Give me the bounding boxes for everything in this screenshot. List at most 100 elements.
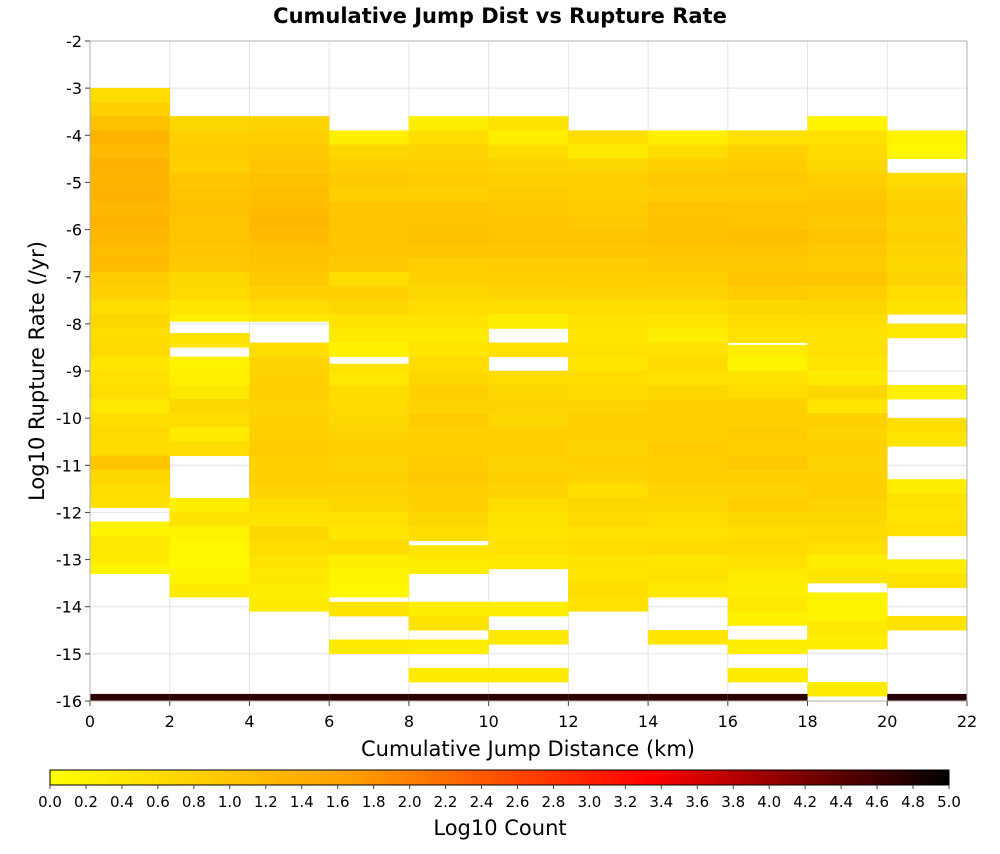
- heatmap-cell: [727, 483, 808, 499]
- heatmap-cell: [568, 271, 649, 287]
- colorbar-tick-label: 1.0: [218, 793, 242, 811]
- y-tick-label: -15: [56, 645, 82, 664]
- heatmap-cell: [647, 582, 729, 598]
- heatmap-cell: [249, 441, 330, 457]
- heatmap-cell: [488, 300, 569, 315]
- heatmap-cell: [727, 667, 808, 683]
- x-tick-label: 2: [165, 712, 175, 731]
- heatmap-cell: [647, 172, 729, 188]
- heatmap-cell: [647, 215, 729, 230]
- heatmap-cell: [89, 130, 170, 145]
- heatmap-cell: [408, 559, 489, 574]
- heatmap-cell: [727, 257, 808, 273]
- heatmap-cell: [169, 384, 250, 400]
- x-tick-label: 20: [877, 712, 897, 731]
- heatmap-cell: [647, 483, 729, 499]
- heatmap-cell: [488, 384, 569, 400]
- heatmap-cell: [727, 300, 808, 315]
- heatmap-cell: [169, 229, 250, 244]
- heatmap-cell: [807, 158, 888, 174]
- heatmap-cell: [727, 201, 808, 216]
- heatmap-cell: [727, 568, 808, 584]
- heatmap-cell: [408, 201, 489, 216]
- heatmap-cell: [328, 201, 410, 216]
- heatmap-cell: [488, 271, 569, 287]
- heatmap-cell: [887, 215, 968, 230]
- heatmap-cell: [488, 186, 569, 202]
- heatmap-cell: [807, 469, 888, 485]
- y-tick-label: -10: [56, 409, 82, 428]
- heatmap-cell: [647, 328, 729, 343]
- heatmap-cell: [169, 271, 250, 287]
- heatmap-cell: [488, 601, 569, 617]
- heatmap-cell: [568, 554, 649, 570]
- heatmap-cell: [249, 427, 330, 442]
- heatmap-cell: [807, 285, 888, 301]
- heatmap-cell: [807, 243, 888, 259]
- heatmap-cell: [887, 229, 968, 244]
- colorbar-tick-label: 2.8: [542, 793, 566, 811]
- heatmap-cell: [249, 413, 330, 428]
- colorbar-label: Log10 Count: [433, 816, 566, 840]
- heatmap-cell: [727, 399, 808, 414]
- colorbar-tick-label: 0.0: [38, 793, 62, 811]
- colorbar-tick-label: 4.4: [829, 793, 853, 811]
- heatmap-cell: [328, 455, 410, 471]
- heatmap-cell: [328, 243, 410, 259]
- heatmap-cell: [727, 158, 808, 174]
- heatmap-cell: [328, 512, 410, 527]
- heatmap-cell: [887, 615, 968, 631]
- heatmap-cell: [328, 469, 410, 485]
- heatmap-cell: [727, 554, 808, 570]
- heatmap-cell: [568, 526, 649, 541]
- heatmap-cell: [568, 314, 649, 329]
- heatmap-cell: [328, 257, 410, 273]
- heatmap-cell: [328, 427, 410, 442]
- heatmap-cell: [568, 356, 649, 372]
- heatmap-cell: [647, 540, 729, 556]
- heatmap-cell: [488, 158, 569, 174]
- heatmap-cell: [887, 417, 968, 433]
- heatmap-cell: [408, 215, 489, 230]
- heatmap-cell: [89, 370, 170, 386]
- heatmap-cell: [807, 441, 888, 457]
- colorbar-tick-label: 3.8: [721, 793, 745, 811]
- heatmap-cell: [408, 370, 489, 386]
- heatmap-cell: [328, 186, 410, 202]
- heatmap-cell: [568, 229, 649, 244]
- heatmap-cell: [169, 144, 250, 160]
- heatmap-cell: [647, 144, 729, 160]
- heatmap-cell: [887, 130, 968, 145]
- heatmap-cell: [647, 158, 729, 174]
- heatmap-cell: [89, 413, 170, 428]
- y-tick-label: -7: [66, 268, 82, 287]
- heatmap-cell: [328, 229, 410, 244]
- heatmap-cell: [89, 116, 170, 131]
- heatmap-cell: [488, 229, 569, 244]
- x-axis-ticks: 0 2 4 6 8 10 12 14 16 18 20 22: [85, 701, 977, 731]
- heatmap-cell: [408, 257, 489, 273]
- heatmap-cell: [488, 243, 569, 259]
- colorbar-tick-label: 3.0: [577, 793, 601, 811]
- heatmap-cell: [249, 201, 330, 216]
- heatmap-cell: [807, 314, 888, 329]
- heatmap-cell: [488, 215, 569, 230]
- heatmap-cell: [408, 693, 489, 701]
- heatmap-cell: [807, 554, 888, 570]
- heatmap-cell: [727, 413, 808, 428]
- heatmap-cell: [249, 314, 330, 322]
- heatmap-cell: [328, 342, 410, 358]
- heatmap-cell: [568, 186, 649, 202]
- heatmap-cell: [568, 413, 649, 428]
- heatmap-cell: [568, 285, 649, 301]
- heatmap-cell: [807, 186, 888, 202]
- heatmap-cell: [249, 356, 330, 372]
- heatmap-cell: [488, 693, 569, 701]
- heatmap-cell: [568, 328, 649, 343]
- heatmap-cell: [887, 384, 968, 400]
- heatmap-cell: [647, 186, 729, 202]
- heatmap-cell: [249, 582, 330, 598]
- heatmap-cell: [807, 483, 888, 499]
- x-tick-label: 0: [85, 712, 95, 731]
- heatmap-cell: [169, 130, 250, 145]
